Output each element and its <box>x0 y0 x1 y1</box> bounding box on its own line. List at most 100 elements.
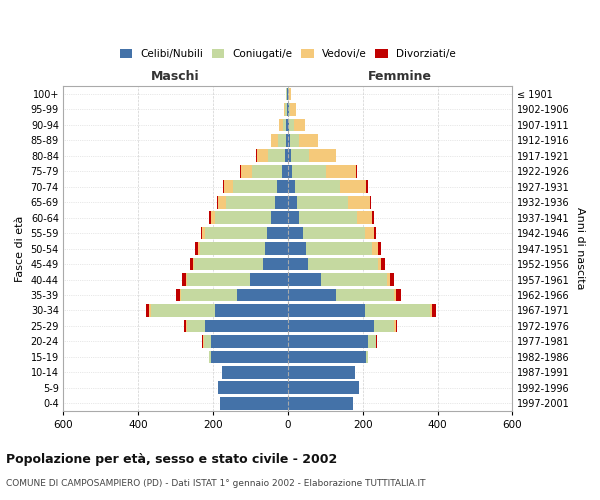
Bar <box>182 273 185 286</box>
Bar <box>187 320 205 332</box>
Bar <box>271 212 288 224</box>
Bar <box>322 273 387 286</box>
Bar <box>288 134 290 146</box>
Bar <box>288 304 365 317</box>
Bar <box>226 196 275 208</box>
Bar <box>237 288 288 302</box>
Bar <box>224 180 233 193</box>
Bar <box>357 212 372 224</box>
Bar <box>218 196 226 208</box>
Bar <box>288 258 308 270</box>
Bar <box>211 335 288 347</box>
Bar <box>194 258 263 270</box>
Bar <box>285 150 288 162</box>
Bar <box>146 304 149 317</box>
Bar <box>149 304 151 317</box>
Bar <box>282 165 288 177</box>
Bar <box>287 103 288 116</box>
Bar <box>288 273 322 286</box>
Bar <box>275 196 288 208</box>
Bar <box>365 227 374 239</box>
Bar <box>337 288 394 302</box>
Bar <box>185 320 187 332</box>
Bar <box>285 103 287 116</box>
Bar <box>185 273 187 286</box>
Bar <box>288 382 359 394</box>
Bar <box>288 212 299 224</box>
Bar <box>240 165 241 177</box>
Bar <box>365 304 430 317</box>
Bar <box>289 118 294 131</box>
Bar <box>252 165 282 177</box>
Bar <box>271 134 278 146</box>
Bar <box>294 118 305 131</box>
Y-axis label: Fasce di età: Fasce di età <box>15 216 25 282</box>
Bar <box>263 258 288 270</box>
Bar <box>394 288 397 302</box>
Bar <box>432 304 436 317</box>
Bar <box>241 165 252 177</box>
Bar <box>181 288 237 302</box>
Text: COMUNE DI CAMPOSAMPIERO (PD) - Dati ISTAT 1° gennaio 2002 - Elaborazione TUTTITA: COMUNE DI CAMPOSAMPIERO (PD) - Dati ISTA… <box>6 479 425 488</box>
Bar <box>283 118 286 131</box>
Bar <box>151 304 215 317</box>
Bar <box>288 227 303 239</box>
Bar <box>387 273 390 286</box>
Bar <box>382 258 385 270</box>
Bar <box>372 212 374 224</box>
Bar <box>268 150 285 162</box>
Bar <box>217 196 218 208</box>
Bar <box>374 320 394 332</box>
Bar <box>288 350 367 363</box>
Bar <box>289 103 290 116</box>
Bar <box>367 350 368 363</box>
Bar <box>376 335 377 347</box>
Bar <box>215 212 271 224</box>
Bar <box>218 382 288 394</box>
Bar <box>288 397 353 409</box>
Bar <box>397 288 401 302</box>
Bar <box>307 242 372 255</box>
Legend: Celibi/Nubili, Coniugati/e, Vedovi/e, Divorziati/e: Celibi/Nubili, Coniugati/e, Vedovi/e, Di… <box>117 46 459 62</box>
Bar <box>202 335 203 347</box>
Bar <box>377 258 382 270</box>
Bar <box>205 227 267 239</box>
Bar <box>288 165 292 177</box>
Bar <box>187 273 250 286</box>
Bar <box>277 180 288 193</box>
Bar <box>200 242 265 255</box>
Bar <box>195 242 198 255</box>
Bar <box>288 196 297 208</box>
Bar <box>209 212 211 224</box>
Bar <box>347 196 370 208</box>
Bar <box>288 150 291 162</box>
Bar <box>279 118 283 131</box>
Bar <box>297 196 347 208</box>
Bar <box>200 227 202 239</box>
Bar <box>368 335 376 347</box>
Bar <box>205 320 288 332</box>
Bar <box>288 242 307 255</box>
Bar <box>193 258 194 270</box>
Bar <box>394 320 395 332</box>
Bar <box>211 350 288 363</box>
Bar <box>209 350 211 363</box>
Bar <box>198 242 200 255</box>
Text: Femmine: Femmine <box>368 70 432 83</box>
Bar <box>295 180 340 193</box>
Bar <box>395 320 397 332</box>
Bar <box>430 304 432 317</box>
Bar <box>299 134 318 146</box>
Bar <box>390 273 394 286</box>
Bar <box>303 227 365 239</box>
Bar <box>184 320 185 332</box>
Bar <box>308 258 377 270</box>
Bar <box>223 180 224 193</box>
Bar <box>288 288 337 302</box>
Bar <box>288 88 289 101</box>
Bar <box>292 165 326 177</box>
Bar <box>233 180 277 193</box>
Bar <box>180 288 181 302</box>
Bar <box>286 88 287 101</box>
Bar <box>372 242 377 255</box>
